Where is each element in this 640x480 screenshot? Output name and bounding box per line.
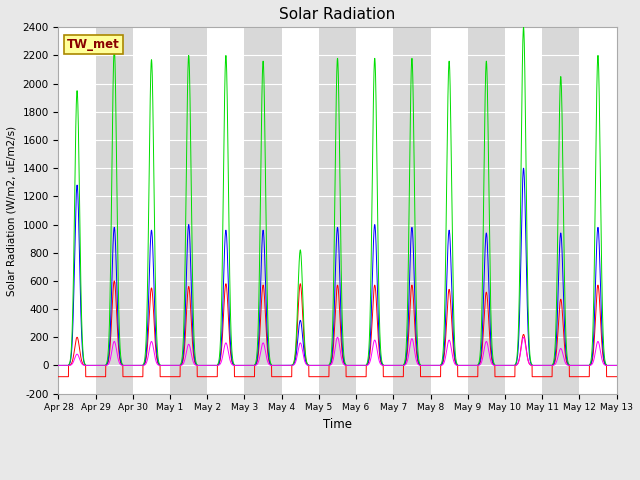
Bar: [282, 27, 319, 394]
Title: Solar Radiation: Solar Radiation: [280, 7, 396, 22]
Text: TW_met: TW_met: [67, 38, 120, 51]
Pyranom: [155, 361, 163, 367]
RNet: [155, 362, 163, 368]
PAR_OUT: [463, 362, 470, 368]
PAR_IN: [612, 362, 620, 368]
Y-axis label: Solar Radiation (W/m2, uE/m2/s): Solar Radiation (W/m2, uE/m2/s): [7, 125, 17, 296]
Bar: [505, 27, 542, 394]
RNet: [495, 374, 502, 380]
RNet: [317, 374, 324, 380]
Pyranom: [612, 362, 620, 368]
PAR_OUT: [612, 362, 620, 368]
PAR_IN: [54, 362, 62, 368]
Bar: [579, 27, 616, 394]
Bar: [394, 27, 431, 394]
PAR_IN: [155, 359, 163, 365]
X-axis label: Time: Time: [323, 418, 352, 431]
Pyranom: [520, 165, 527, 171]
PAR_IN: [520, 24, 527, 30]
Bar: [356, 27, 394, 394]
Pyranom: [432, 362, 440, 368]
Line: Pyranom: Pyranom: [58, 168, 616, 365]
Bar: [244, 27, 282, 394]
RNet: [432, 374, 440, 380]
Line: PAR_IN: PAR_IN: [58, 27, 616, 365]
PAR_OUT: [155, 362, 163, 368]
Bar: [133, 27, 170, 394]
Bar: [542, 27, 579, 394]
PAR_IN: [317, 362, 324, 368]
Pyranom: [463, 362, 470, 368]
PAR_OUT: [54, 362, 62, 368]
Line: RNet: RNet: [58, 281, 616, 377]
Pyranom: [54, 362, 62, 368]
PAR_OUT: [494, 362, 502, 368]
RNet: [612, 374, 620, 380]
PAR_OUT: [317, 362, 324, 368]
Bar: [431, 27, 468, 394]
RNet: [463, 374, 470, 380]
PAR_OUT: [612, 362, 620, 368]
Legend: RNet, Pyranom, PAR_IN, PAR_OUT: RNet, Pyranom, PAR_IN, PAR_OUT: [141, 475, 534, 480]
Line: PAR_OUT: PAR_OUT: [58, 337, 616, 365]
Bar: [319, 27, 356, 394]
RNet: [54, 374, 62, 380]
Pyranom: [612, 362, 620, 368]
RNet: [612, 374, 620, 380]
RNet: [111, 278, 118, 284]
PAR_IN: [432, 362, 440, 368]
PAR_IN: [612, 362, 620, 368]
PAR_OUT: [432, 362, 440, 368]
Pyranom: [494, 362, 502, 368]
Bar: [58, 27, 95, 394]
PAR_OUT: [520, 335, 527, 340]
Bar: [468, 27, 505, 394]
Bar: [95, 27, 133, 394]
Pyranom: [317, 362, 324, 368]
Bar: [170, 27, 207, 394]
PAR_IN: [494, 362, 502, 368]
Bar: [207, 27, 244, 394]
PAR_IN: [463, 362, 470, 368]
